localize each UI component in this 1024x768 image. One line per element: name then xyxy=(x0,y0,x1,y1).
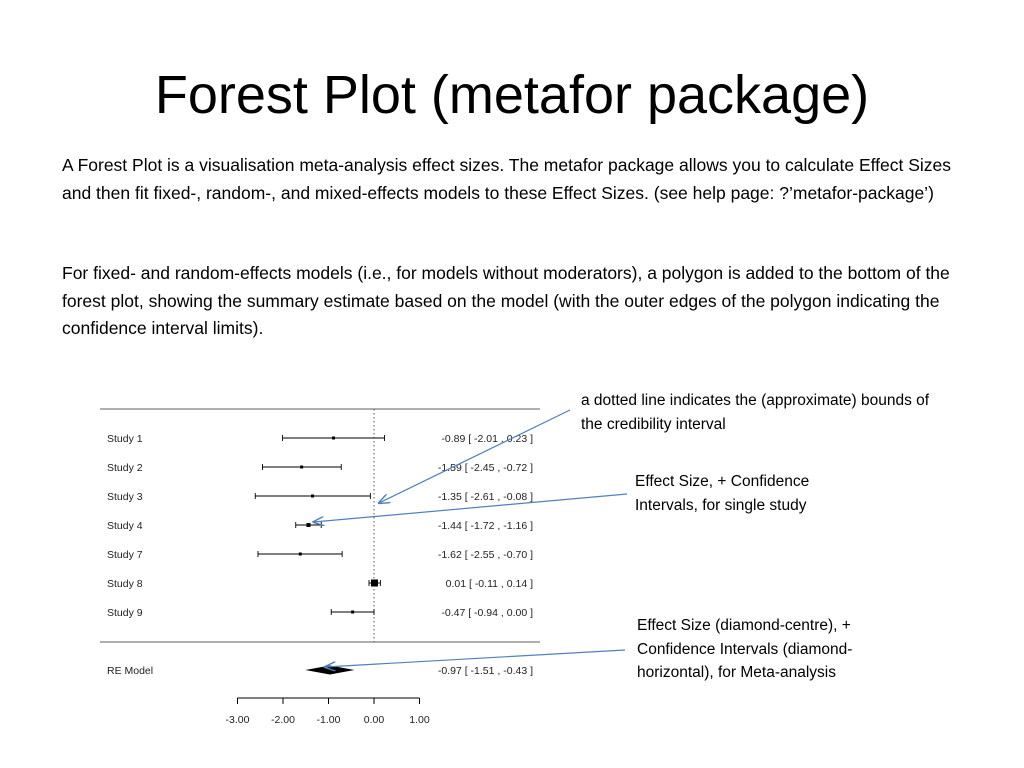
x-axis-tick-label: -2.00 xyxy=(271,714,295,726)
study-effect-square xyxy=(332,436,336,440)
x-axis-tick-label: -1.00 xyxy=(317,714,341,726)
polygon-paragraph: For fixed- and random-effects models (i.… xyxy=(62,263,950,338)
dotted-line-annotation: a dotted line indicates the (approximate… xyxy=(581,392,930,433)
study-ci-text: 0.01 [ -0.11 , 0.14 ] xyxy=(446,578,533,590)
study-ci-text: -1.35 [ -2.61 , -0.08 ] xyxy=(438,491,533,503)
study-effect-square xyxy=(298,552,302,556)
study-effect-square xyxy=(370,579,378,587)
study-label: Study 2 xyxy=(107,462,143,474)
study-ci-text: -0.47 [ -0.94 , 0.00 ] xyxy=(441,607,533,619)
x-axis-tick-label: 1.00 xyxy=(409,714,430,726)
study-label: Study 7 xyxy=(107,549,143,561)
meta-analysis-annotation: Effect Size (diamond-centre), + Confiden… xyxy=(637,617,853,681)
study-label: Study 3 xyxy=(107,491,143,503)
study-ci-text: -1.44 [ -1.72 , -1.16 ] xyxy=(438,520,533,532)
study-effect-square xyxy=(306,523,311,527)
study-effect-square xyxy=(311,494,315,498)
study-effect-square xyxy=(351,610,355,614)
study-label: Study 8 xyxy=(107,578,143,590)
slide-title: Forest Plot (metafor package) xyxy=(154,65,870,125)
study-label: Study 4 xyxy=(107,520,143,532)
study-ci-text: -1.59 [ -2.45 , -0.72 ] xyxy=(438,462,533,474)
study-ci-text: -0.89 [ -2.01 , 0.23 ] xyxy=(441,433,533,445)
study-effect-annotation: Effect Size, + Confidence Intervals, for… xyxy=(635,473,810,514)
meta-analysis-arrow xyxy=(325,649,626,667)
x-axis-tick-label: -3.00 xyxy=(226,714,250,726)
study-ci-text: -1.62 [ -2.55 , -0.70 ] xyxy=(438,549,533,561)
study-label: Study 9 xyxy=(107,607,143,619)
summary-ci-text: -0.97 [ -1.51 , -0.43 ] xyxy=(438,665,533,677)
dotted-line-arrow xyxy=(379,409,571,503)
summary-label: RE Model xyxy=(107,665,153,677)
study-label: Study 1 xyxy=(107,433,143,445)
study-effect-arrow xyxy=(313,493,628,522)
intro-paragraph: A Forest Plot is a visualisation meta-an… xyxy=(62,155,952,203)
x-axis-tick-label: 0.00 xyxy=(364,714,385,726)
study-effect-square xyxy=(300,465,304,469)
